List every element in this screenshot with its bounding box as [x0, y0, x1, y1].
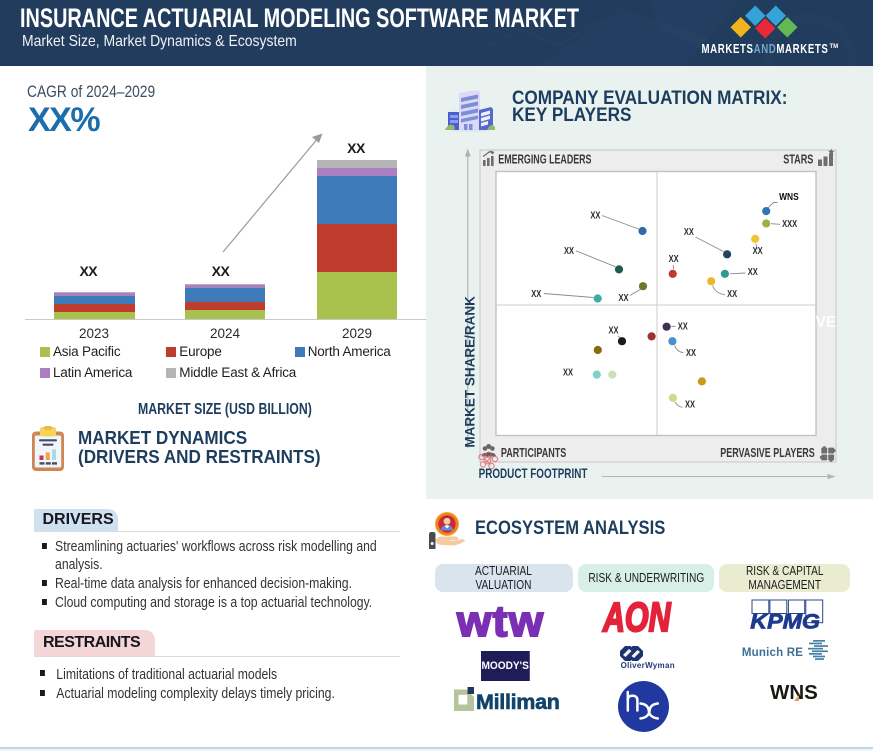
- svg-text:XX: XX: [590, 209, 600, 220]
- svg-text:XX: XX: [727, 288, 737, 299]
- svg-text:XX: XX: [748, 266, 758, 277]
- svg-text:STARS: STARS: [783, 153, 814, 167]
- svg-text:XX: XX: [531, 288, 541, 299]
- svg-text:XX: XX: [563, 366, 573, 377]
- svg-text:WNS: WNS: [779, 191, 799, 203]
- svg-text:MARKETSANDMARKETS: MARKETSANDMARKETS: [702, 42, 829, 56]
- svg-text:PERVASIVE PLAYERS: PERVASIVE PLAYERS: [720, 447, 814, 461]
- svg-text:KPMG: KPMG: [750, 611, 820, 631]
- svg-text:XX: XX: [609, 324, 619, 335]
- svg-text:XX: XX: [753, 245, 763, 256]
- svg-text:XX: XX: [564, 245, 574, 256]
- svg-text:XX: XX: [678, 320, 688, 331]
- svg-text:MARKET SHARE/RANK: MARKET SHARE/RANK: [462, 296, 477, 448]
- svg-text:XX: XX: [669, 253, 679, 264]
- svg-text:XX: XX: [619, 292, 629, 303]
- svg-text:XX: XX: [685, 398, 695, 409]
- svg-text:XX: XX: [684, 226, 694, 237]
- svg-text:XX: XX: [686, 347, 696, 358]
- svg-text:XXX: XXX: [782, 218, 797, 229]
- svg-text:EMERGING LEADERS: EMERGING LEADERS: [498, 153, 591, 167]
- svg-text:PARTICIPANTS: PARTICIPANTS: [501, 447, 567, 461]
- svg-text:VE: VE: [816, 314, 837, 331]
- svg-text:PRODUCT FOOTPRINT: PRODUCT FOOTPRINT: [479, 466, 588, 482]
- svg-text:TM: TM: [830, 44, 839, 50]
